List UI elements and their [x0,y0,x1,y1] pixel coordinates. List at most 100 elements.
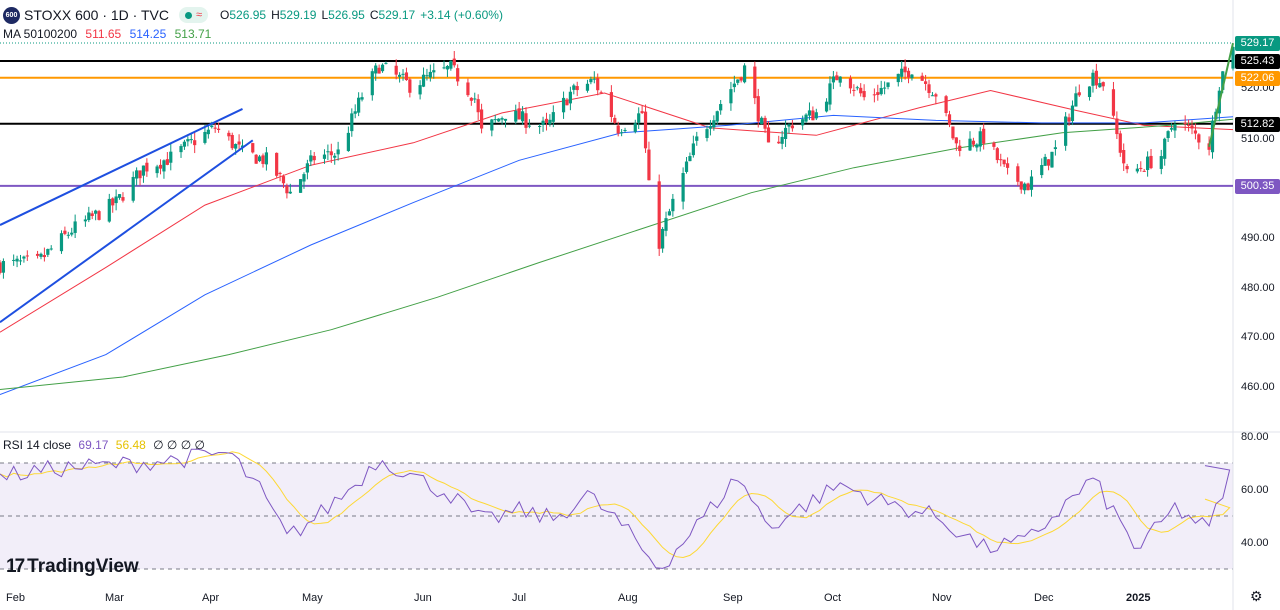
candle-body [1142,170,1146,172]
candle-body [298,179,303,193]
ohlc-close: C529.17 [370,8,415,22]
candle-body [452,58,456,66]
rsi-value: 69.17 [78,438,109,452]
candle-body [18,260,23,262]
level-525-tag: 525.43 [1235,54,1280,69]
candle-body [575,86,579,91]
candle-body [1053,147,1057,150]
price-tick-510: 510.00 [1241,133,1275,145]
symbol-title[interactable]: STOXX 600 · 1D · TVC [24,7,169,23]
candle-body [920,75,924,81]
open-value: 526.95 [229,8,267,22]
candle-body [736,79,740,83]
candle-body [742,65,747,83]
candle-body [329,151,333,156]
x-tick-mar: Mar [105,592,124,604]
wave-icon: ≈ [195,9,203,21]
candle-body [647,149,651,181]
candle-body [783,127,788,140]
rsi-legend[interactable]: RSI 14 close 69.17 56.48 ∅ ∅ ∅ ∅ [3,438,209,452]
low-label: L [321,8,329,22]
candle-body [763,117,767,129]
candle-body [671,198,675,212]
candle-body [1026,183,1030,191]
candle-body [1118,133,1122,153]
candle-body [398,74,402,77]
candle-body [684,161,689,172]
candle-body [688,156,692,162]
ohlc-high: H529.19 [271,8,316,22]
candle-body [377,67,381,74]
candle-body [954,137,958,144]
candle-body [87,212,91,221]
candle-body [1046,159,1051,166]
candle-body [1159,156,1163,169]
candle-body [1094,70,1098,86]
market-status-pill[interactable]: ≈ [178,7,209,23]
candle-body [1186,124,1191,126]
tradingview-logo-text: TradingView [27,556,139,577]
candle-body [814,112,818,119]
candle-body [1070,105,1075,122]
candle-body [872,94,876,96]
change-value: +3.14 (+0.60%) [420,8,503,22]
candle-body [852,89,856,91]
candle-body [992,142,996,147]
last-price-tag: 529.17 [1235,36,1280,51]
candle-body [302,174,306,182]
candle-body [538,126,542,128]
candle-body [958,145,962,151]
candle-body [165,159,169,165]
candle-body [374,65,378,74]
candle-body [1,261,6,273]
candle-body [848,78,853,89]
candle-body [756,96,760,122]
candle-body [281,176,286,184]
candle-body [1101,82,1105,87]
candle-body [15,258,19,262]
candle-body [479,109,484,129]
candle-body [971,140,976,145]
candle-body [900,68,904,77]
market-open-dot-icon [184,11,192,19]
candle-body [1040,165,1044,176]
candle-body [1169,128,1174,130]
candle-body [1163,138,1167,159]
candle-body [1002,159,1006,165]
candle-body [1043,156,1047,166]
candle-body [906,70,911,78]
candle-body [664,218,668,231]
settings-gear-icon[interactable]: ⚙ [1250,588,1263,604]
candle-body [1019,181,1023,190]
candle-body [25,255,29,257]
candle-body [278,172,282,174]
tradingview-logo[interactable]: 17 TradingView [6,556,139,578]
candle-body [155,166,159,174]
candle-body [94,210,98,214]
candle-body [592,78,596,80]
candle-body [230,134,234,149]
candle-body [1115,118,1119,135]
candle-body [568,91,572,104]
candle-body [49,248,53,250]
candle-body [1173,124,1177,131]
symbol-badge[interactable]: 600 [3,6,20,24]
candle-body [1091,72,1095,86]
candle-body [456,68,460,82]
candle-body [1023,183,1027,191]
candle-body [879,87,883,95]
candle-body [620,132,624,134]
candle-body [254,154,258,164]
rsi-tick-60: 60.00 [1241,484,1269,496]
candle-body [667,211,672,216]
candle-body [73,221,77,233]
candle-body [141,165,146,176]
candle-body [497,118,501,122]
candle-body [947,114,952,125]
ma-line-ma200 [0,118,1234,390]
candle-body [189,139,193,141]
rsi-placeholders: ∅ ∅ ∅ ∅ [153,438,205,452]
ma-legend[interactable]: MA 50100200 511.65 514.25 513.71 [3,27,216,41]
candle-body [138,170,142,179]
